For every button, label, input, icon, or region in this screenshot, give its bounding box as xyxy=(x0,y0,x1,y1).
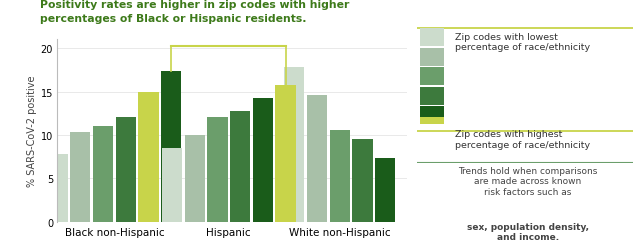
Bar xyxy=(70,133,90,222)
Bar xyxy=(161,71,181,222)
Bar xyxy=(307,96,327,222)
Bar xyxy=(184,135,205,222)
Text: sex, population density,
and income.: sex, population density, and income. xyxy=(467,222,589,241)
Bar xyxy=(139,98,158,222)
Text: Positivity rates are higher in zip codes with higher
percentages of Black or His: Positivity rates are higher in zip codes… xyxy=(39,1,349,23)
Bar xyxy=(93,127,113,222)
Bar xyxy=(116,117,136,222)
Y-axis label: % SARS-CoV-2 positive: % SARS-CoV-2 positive xyxy=(27,76,36,186)
Text: Trends hold when comparisons
are made across known
risk factors such as: Trends hold when comparisons are made ac… xyxy=(458,166,598,196)
Bar xyxy=(375,159,395,222)
Bar xyxy=(139,92,158,222)
Text: Zip codes with lowest
percentage of race/ethnicity: Zip codes with lowest percentage of race… xyxy=(455,33,590,52)
Bar xyxy=(352,140,373,222)
Bar xyxy=(275,86,296,222)
Bar xyxy=(284,68,305,222)
Bar xyxy=(275,85,296,222)
Bar xyxy=(252,98,273,222)
Bar xyxy=(162,148,182,222)
Bar xyxy=(230,111,250,222)
Text: Zip codes with highest
percentage of race/ethnicity: Zip codes with highest percentage of rac… xyxy=(455,130,590,149)
Bar xyxy=(329,130,350,222)
Bar xyxy=(207,117,228,222)
Bar xyxy=(48,154,68,222)
